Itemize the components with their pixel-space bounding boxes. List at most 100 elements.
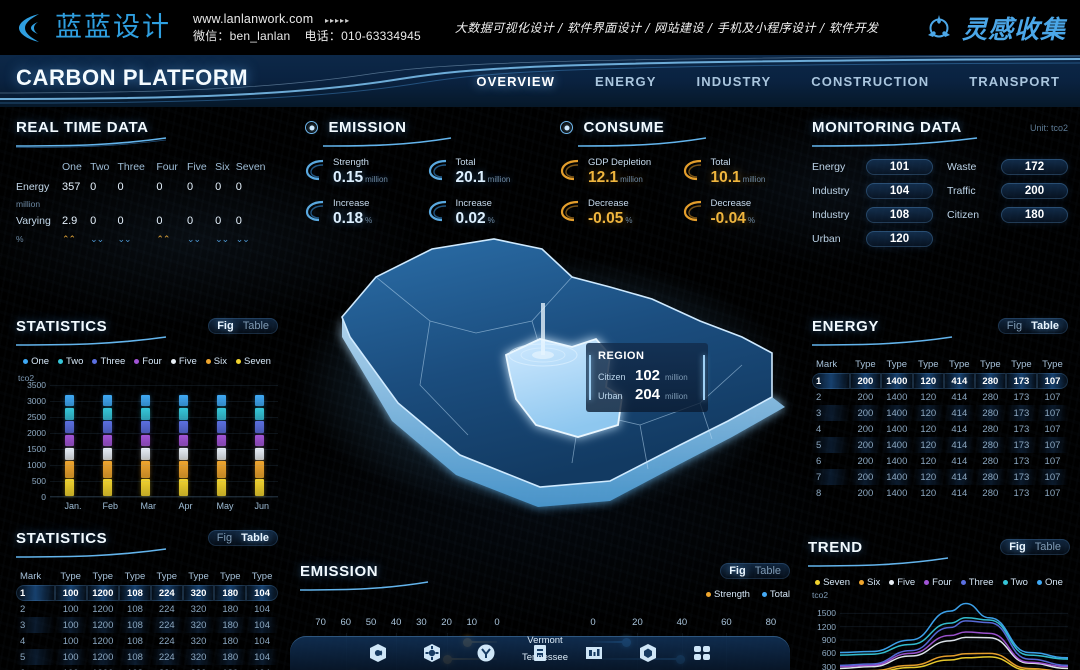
toggle-table[interactable]: Table — [241, 532, 269, 544]
table-row[interactable]: 3 200 1400 120 414 280 173 107 — [812, 405, 1068, 421]
legend-item-two[interactable]: Two — [1002, 577, 1028, 588]
table-cell: 224 — [150, 617, 183, 633]
table-row[interactable]: 5 200 1400 120 414 280 173 107 — [812, 437, 1068, 453]
table-cell: 6 — [816, 455, 822, 467]
promo-services: 大数据可视化设计 / 软件界面设计 / 网站建设 / 手机及小程序设计 / 软件… — [454, 21, 879, 35]
legend-item-six[interactable]: Six — [205, 356, 227, 367]
fig-table-toggle[interactable]: Fig Table — [720, 563, 790, 579]
rt-col-four: Four — [156, 161, 178, 173]
fig-table-toggle[interactable]: Fig Table — [1000, 539, 1070, 555]
legend-swatch — [23, 359, 29, 364]
toggle-table[interactable]: Table — [242, 320, 269, 332]
toggle-table[interactable]: Table — [1034, 541, 1061, 553]
document-icon[interactable] — [530, 643, 550, 663]
toggle-fig[interactable]: Fig — [729, 565, 746, 577]
table-cell: 180 — [222, 603, 239, 615]
rt-cell: 0 — [215, 181, 222, 193]
panel-title-energy: ENERGY — [812, 318, 879, 335]
fig-table-toggle[interactable]: Fig Table — [997, 318, 1068, 334]
bar-segment — [178, 407, 188, 420]
target-icon[interactable] — [476, 643, 496, 663]
legend-item-three[interactable]: Three — [92, 356, 125, 367]
legend-item-six[interactable]: Six — [859, 577, 880, 588]
fig-table-toggle[interactable]: Fig Table — [207, 530, 278, 546]
legend-item-strength[interactable]: Strength — [706, 589, 750, 600]
kpi-value: -0.05 — [588, 209, 624, 227]
toggle-table[interactable]: Table — [1031, 320, 1059, 332]
kpi-label: Decrease — [710, 197, 752, 209]
toggle-fig[interactable]: Fig — [1006, 320, 1023, 332]
legend-item-three[interactable]: Three — [960, 577, 994, 588]
bar-segment — [140, 407, 150, 420]
bar-column[interactable] — [140, 385, 150, 496]
y-tick: 0 — [41, 492, 46, 502]
legend-item-seven[interactable]: Seven — [815, 577, 850, 588]
statistics-y-axis: 3500 3000 2500 2000 1500 1000 500 0 — [16, 380, 46, 502]
bar-segment — [140, 479, 150, 496]
table-row[interactable]: 6 200 1400 120 414 280 173 107 — [812, 453, 1068, 469]
table-cell: 320 — [183, 665, 215, 670]
table-row[interactable]: 4 100 1200 108 224 320 180 104 — [16, 633, 278, 649]
bar-column[interactable] — [64, 385, 74, 496]
legend-item-five[interactable]: Five — [889, 577, 915, 588]
toggle-fig[interactable]: Fig — [216, 532, 233, 544]
monitoring-grid: Energy 101 Waste 172 Industry 104 Traffi… — [812, 159, 1068, 247]
kpi-gdp-depletion: GDP Depletion 12.1 million — [560, 157, 683, 187]
table-cell: 108 — [119, 585, 151, 601]
legend-label: Four — [932, 577, 952, 588]
table-row[interactable]: 1 200 1400 120 414 280 173 107 — [812, 373, 1068, 389]
chart-icon[interactable] — [584, 643, 604, 663]
region-map[interactable] — [280, 225, 810, 525]
table-row[interactable]: 61001200108224320180104 — [16, 665, 278, 670]
column-header: Mark — [816, 359, 838, 370]
grid-icon[interactable] — [692, 643, 712, 663]
legend-item-one[interactable]: One — [23, 356, 49, 367]
legend-item-seven[interactable]: Seven — [236, 356, 271, 367]
table-row[interactable]: 1 100 1200 108 224 320 180 104 — [16, 585, 278, 601]
hexagon-icon[interactable] — [638, 643, 658, 663]
bar-segment — [140, 461, 150, 478]
bar-column[interactable] — [102, 385, 112, 496]
bar-segment — [254, 421, 264, 434]
legend-item-four[interactable]: Four — [924, 577, 952, 588]
legend-item-one[interactable]: One — [1036, 577, 1063, 588]
table-row[interactable]: 2 200 1400 120 414 280 173 107 — [812, 389, 1068, 405]
fig-table-toggle[interactable]: Fig Table — [208, 318, 278, 334]
bar-column[interactable] — [254, 385, 264, 496]
legend-item-five[interactable]: Five — [170, 356, 197, 367]
trend-up-icon: ⌃⌃ — [62, 234, 76, 244]
nav-item-industry[interactable]: INDUSTRY — [696, 73, 772, 89]
table-row[interactable]: 7 200 1400 120 414 280 173 107 — [812, 469, 1068, 485]
table-cell: 108 — [127, 635, 143, 647]
table-cell: 320 — [182, 585, 215, 601]
table-row[interactable]: 8 200 1400 120 414 280 173 107 — [812, 485, 1068, 501]
nav-item-overview[interactable]: OVERVIEW — [476, 73, 555, 89]
gear-icon[interactable] — [422, 643, 442, 663]
legend-item-four[interactable]: Four — [134, 356, 162, 367]
toggle-fig[interactable]: Fig — [217, 320, 234, 332]
table-cell: 1400 — [886, 455, 908, 467]
table-row[interactable]: 2 100 1200 108 224 320 180 104 — [16, 601, 278, 617]
table-cell: 104 — [254, 603, 270, 615]
nav-item-construction[interactable]: CONSTRUCTION — [811, 73, 930, 89]
table-cell: 200 — [857, 423, 874, 435]
page-title: CARBON PLATFORM — [16, 65, 249, 90]
kpi-decrease-1: Decrease -0.05% — [560, 198, 683, 228]
nav-item-energy[interactable]: ENERGY — [595, 73, 657, 89]
panel-title-emission: EMISSION — [328, 119, 407, 136]
promo-wechat: 微信：ben_lanlan — [193, 28, 291, 43]
compass-icon[interactable] — [368, 643, 388, 663]
bar-column[interactable] — [178, 385, 188, 496]
table-row[interactable]: 5 100 1200 108 224 320 180 104 — [16, 649, 278, 665]
kpi-label: Total — [710, 157, 731, 168]
bottom-toolbar — [290, 636, 790, 670]
bar-column[interactable] — [216, 385, 226, 496]
kpi-strength: Strength 0.15 million — [305, 157, 428, 187]
table-row[interactable]: 4 200 1400 120 414 280 173 107 — [812, 421, 1068, 437]
nav-item-transport[interactable]: TRANSPORT — [969, 73, 1060, 89]
legend-item-two[interactable]: Two — [58, 356, 83, 367]
table-row[interactable]: 3 100 1200 108 224 320 180 104 — [16, 617, 278, 633]
legend-item-total[interactable]: Total — [761, 589, 790, 600]
toggle-fig[interactable]: Fig — [1009, 541, 1026, 553]
toggle-table[interactable]: Table — [754, 565, 781, 577]
